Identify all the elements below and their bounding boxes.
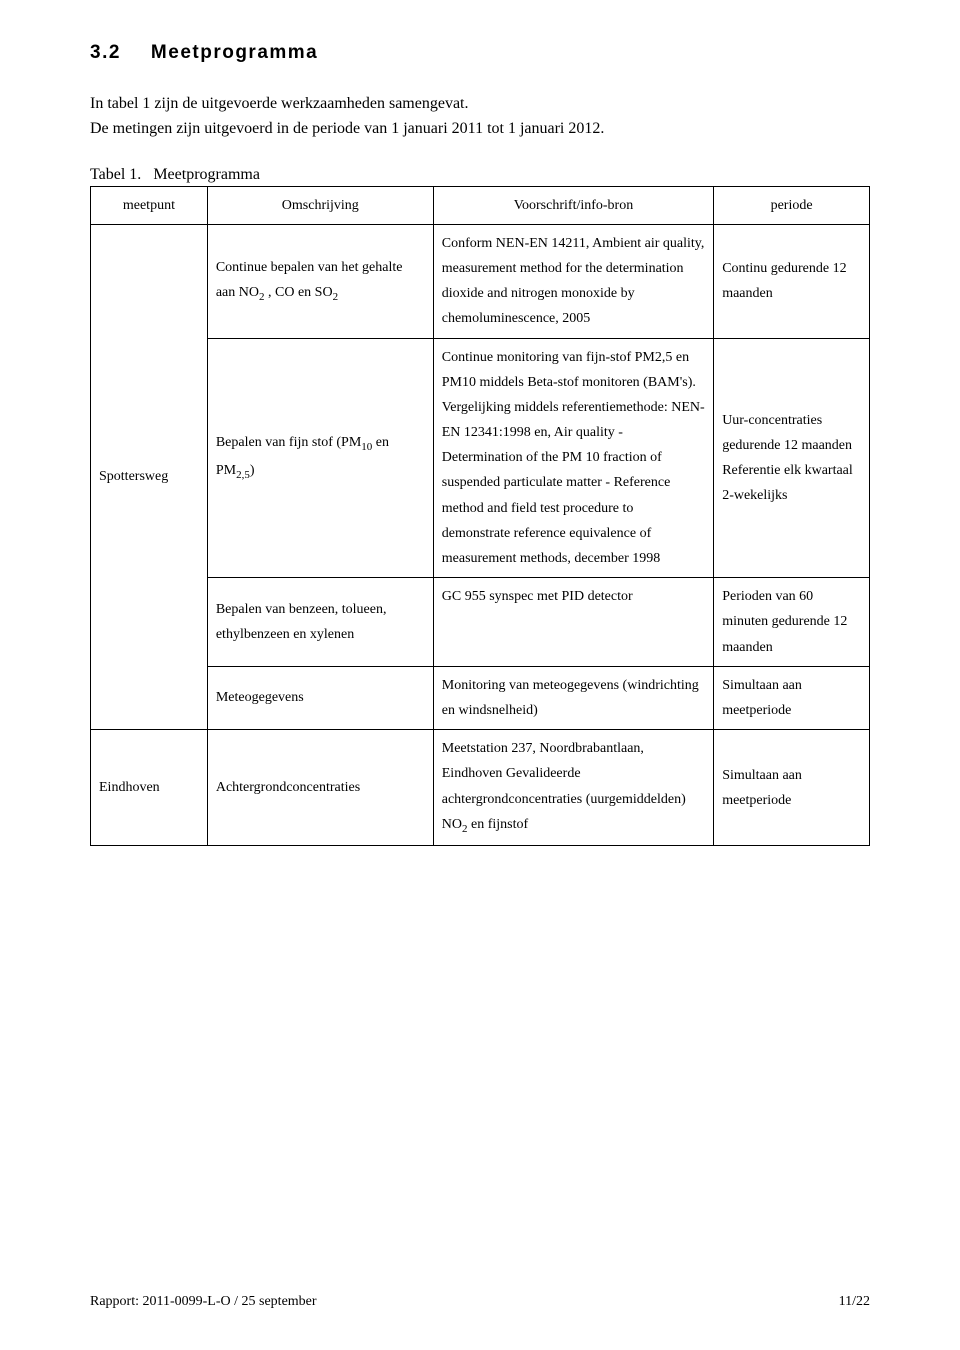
table-header-row: meetpunt Omschrijving Voorschrift/info-b… (91, 186, 870, 224)
cell-voorschrift: GC 955 synspec met PID detector (433, 578, 713, 667)
cell-periode: Simultaan aan meetperiode (714, 730, 870, 846)
cell-voorschrift: Continue monitoring van fijn-stof PM2,5 … (433, 338, 713, 578)
th-meetpunt: meetpunt (91, 186, 208, 224)
footer-left: Rapport: 2011-0099-L-O / 25 september (90, 1294, 317, 1310)
table-row: Eindhoven Achtergrondconcentraties Meets… (91, 730, 870, 846)
table-row: Bepalen van fijn stof (PM10 en PM2,5) Co… (91, 338, 870, 578)
cell-omschrijving: Achtergrondconcentraties (207, 730, 433, 846)
page-footer: Rapport: 2011-0099-L-O / 25 september 11… (90, 1294, 870, 1310)
cell-periode: Continu gedurende 12 maanden (714, 224, 870, 338)
th-omschrijving: Omschrijving (207, 186, 433, 224)
cell-voorschrift: Monitoring van meteogegevens (windrichti… (433, 666, 713, 729)
meetprogramma-table: meetpunt Omschrijving Voorschrift/info-b… (90, 186, 870, 847)
section-number: 3.2 (90, 42, 121, 63)
intro-paragraph: In tabel 1 zijn de uitgevoerde werkzaamh… (90, 92, 870, 142)
footer-right: 11/22 (839, 1294, 870, 1310)
document-page: 3.2 Meetprogramma In tabel 1 zijn de uitg… (0, 0, 960, 1350)
cell-voorschrift: Meetstation 237, Noordbrabantlaan, Eindh… (433, 730, 713, 846)
table-row: Meteogegevens Monitoring van meteogegeve… (91, 666, 870, 729)
section-title: Meetprogramma (151, 42, 318, 63)
section-heading: 3.2 Meetprogramma (90, 42, 870, 64)
caption-prefix: Tabel 1. (90, 166, 141, 183)
cell-periode: Perioden van 60 minuten gedurende 12 maa… (714, 578, 870, 667)
th-periode: periode (714, 186, 870, 224)
caption-text: Meetprogramma (153, 166, 260, 183)
cell-periode: Uur-concentraties gedurende 12 maanden R… (714, 338, 870, 578)
cell-voorschrift: Conform NEN-EN 14211, Ambient air qualit… (433, 224, 713, 338)
cell-meetpunt: Spottersweg (91, 224, 208, 729)
table-caption: Tabel 1. Meetprogramma (90, 166, 870, 184)
cell-omschrijving: Bepalen van fijn stof (PM10 en PM2,5) (207, 338, 433, 578)
cell-meetpunt: Eindhoven (91, 730, 208, 846)
cell-periode: Simultaan aan meetperiode (714, 666, 870, 729)
table-row: Bepalen van benzeen, tolueen, ethylbenze… (91, 578, 870, 667)
cell-omschrijving: Meteogegevens (207, 666, 433, 729)
th-voorschrift: Voorschrift/info-bron (433, 186, 713, 224)
cell-omschrijving: Bepalen van benzeen, tolueen, ethylbenze… (207, 578, 433, 667)
cell-omschrijving: Continue bepalen van het gehalte aan NO2… (207, 224, 433, 338)
table-row: Spottersweg Continue bepalen van het geh… (91, 224, 870, 338)
